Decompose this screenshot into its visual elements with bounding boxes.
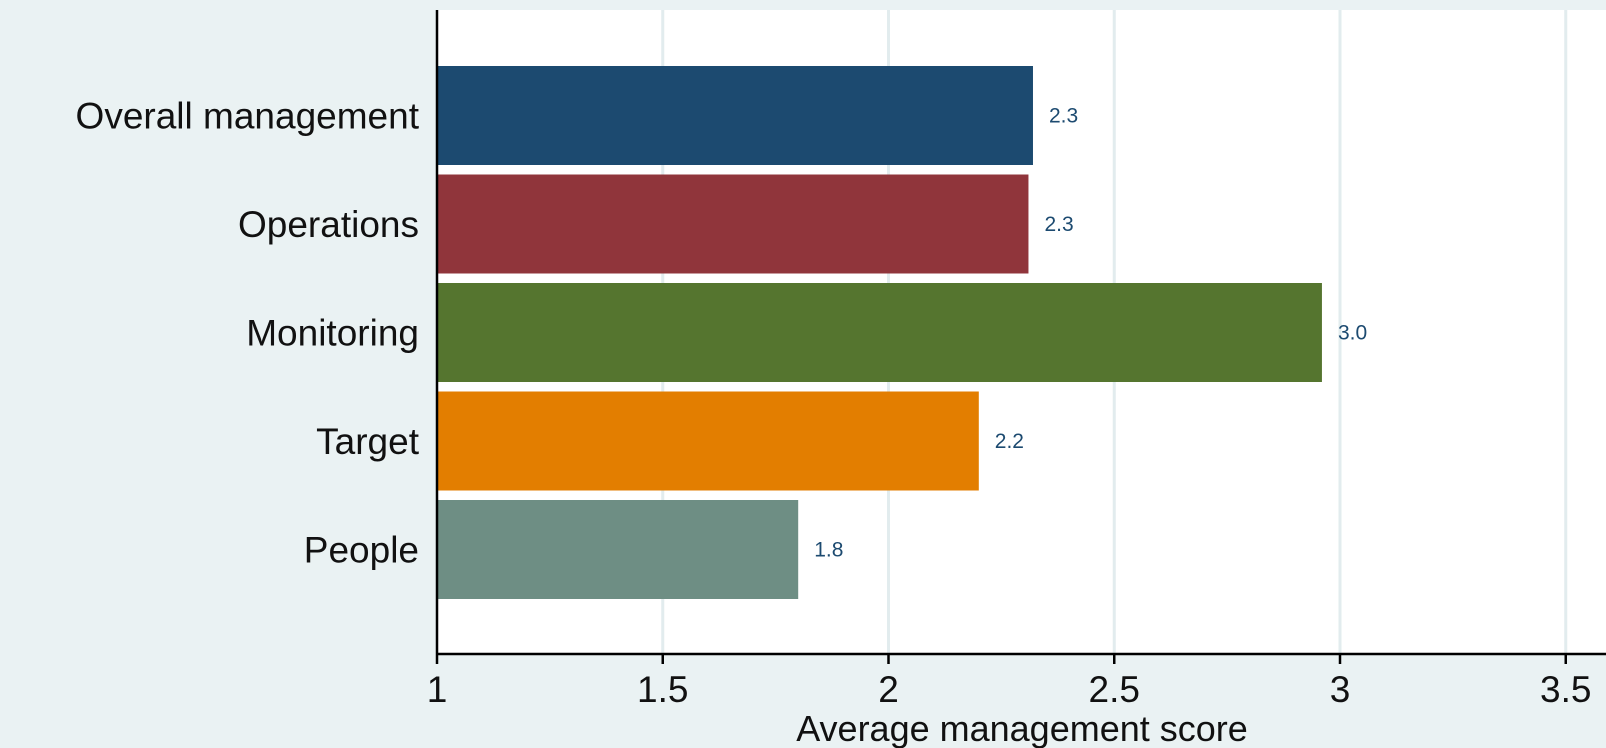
axes: [435, 10, 1606, 664]
x-tick-labels: 1 1.5 2 2.5 3 3.5: [427, 669, 1592, 710]
x-tick-label: 2.5: [1089, 669, 1140, 710]
value-labels: 2.3 2.3 3.0 2.2 1.8: [814, 105, 1367, 562]
x-tick-label: 1.5: [637, 669, 688, 710]
bar: [437, 66, 1033, 165]
bar-value-label: 1.8: [814, 539, 843, 562]
bar-value-label: 2.3: [1044, 213, 1073, 236]
bar: [437, 283, 1322, 382]
category-label: Target: [316, 421, 420, 462]
x-tick-label: 3: [1330, 669, 1351, 710]
category-label: Operations: [238, 204, 419, 245]
bar-value-label: 3.0: [1338, 322, 1367, 345]
bar-value-label: 2.2: [995, 430, 1024, 453]
x-tick-label: 2: [878, 669, 899, 710]
bar: [437, 174, 1029, 274]
bar: [437, 500, 799, 599]
category-label: Monitoring: [246, 313, 419, 354]
bars: [437, 66, 1322, 599]
bar: [437, 391, 979, 491]
x-axis-title: Average management score: [796, 708, 1248, 748]
category-label: Overall management: [76, 96, 420, 137]
x-tick-label: 1: [427, 669, 448, 710]
category-label: People: [304, 530, 419, 571]
bar-value-label: 2.3: [1049, 105, 1078, 128]
x-tick-label: 3.5: [1540, 669, 1591, 710]
category-labels: Overall management Operations Monitoring Ta…: [76, 96, 420, 571]
